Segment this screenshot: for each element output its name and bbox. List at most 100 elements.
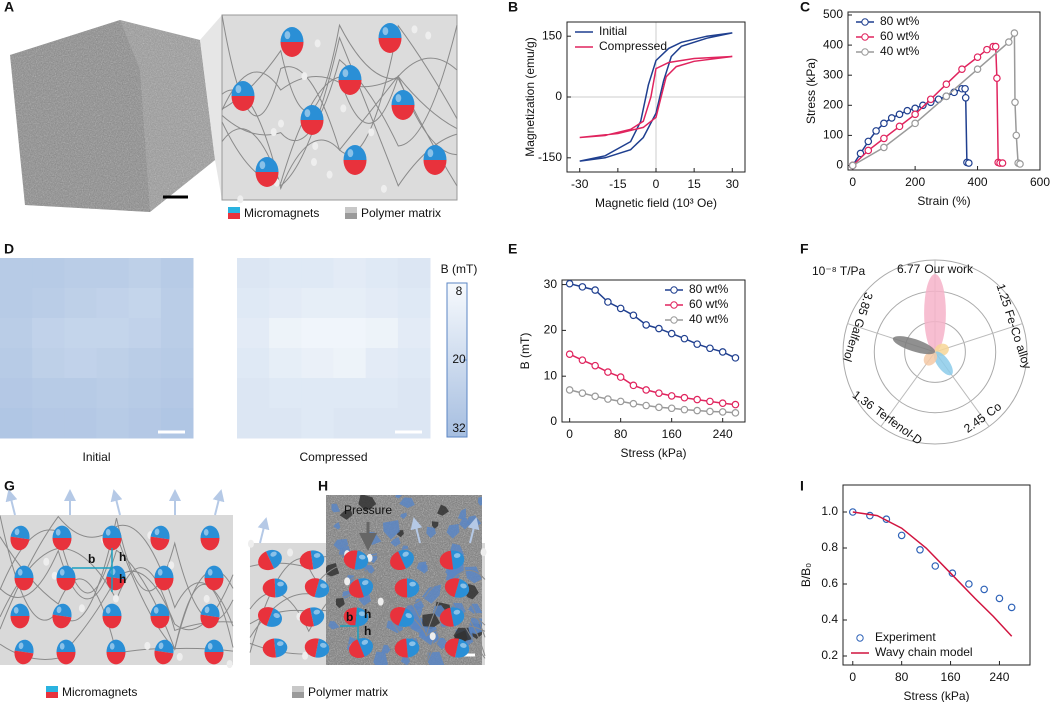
legend-label: Micromagnets [62, 685, 137, 699]
y-tick-label: 100 [823, 128, 843, 142]
data-point [880, 134, 888, 143]
magnet-south [439, 607, 454, 627]
magnet-north [10, 525, 30, 540]
magnet-shine [460, 583, 467, 589]
data-point [604, 368, 612, 376]
legend-label: 60 wt% [880, 29, 920, 43]
magnet-shine [13, 606, 19, 614]
data-point [706, 397, 714, 406]
micromagnet [390, 607, 414, 627]
magnet-north [52, 603, 72, 618]
heatmap-cell [96, 408, 130, 439]
micromagnet [258, 549, 282, 571]
magnet-south [304, 638, 319, 658]
particle [445, 565, 462, 582]
field-arrow [410, 517, 423, 544]
magnet-shine [362, 580, 369, 586]
magnet-north [274, 638, 288, 658]
plot-frame [847, 11, 1041, 171]
micromagnet [439, 607, 465, 627]
legend-label: Micromagnets [244, 206, 319, 220]
polar-petal [923, 351, 938, 366]
magnet-south [390, 607, 406, 626]
data-point [983, 45, 991, 54]
particle [328, 621, 340, 630]
data-point [642, 386, 650, 394]
magnet-south [390, 551, 406, 570]
magnet-shine [273, 612, 280, 619]
magnet-south [150, 616, 170, 629]
polar-value: 2.45 [961, 411, 988, 436]
magnet-south [200, 538, 220, 551]
magnet-north [266, 608, 282, 627]
micromagnet [102, 525, 122, 551]
data-point [655, 403, 663, 412]
magnet-north [391, 90, 415, 105]
spacing-label: h [364, 624, 371, 638]
data-point [591, 286, 599, 294]
crosslink [51, 571, 58, 580]
magnet-south [378, 38, 402, 53]
y-tick-label: 0 [550, 414, 557, 428]
data-point [895, 122, 904, 131]
micromagnet [300, 105, 324, 135]
magnet-north [154, 639, 174, 654]
micromagnet [280, 27, 304, 57]
polar-value: 1.25 [993, 282, 1014, 309]
legend-swatch [345, 207, 357, 213]
micromagnet [255, 157, 279, 187]
heatmap-cell [32, 288, 65, 319]
magnet-north [200, 525, 220, 538]
polar-category: Fe-Co alloy [1002, 308, 1034, 371]
data-point [872, 127, 880, 135]
panel-label: E [508, 241, 517, 257]
crosslink [203, 594, 210, 603]
particle [465, 583, 479, 600]
data-point [578, 389, 587, 397]
x-tick-label: 200 [905, 175, 925, 189]
micromagnet [14, 639, 34, 665]
magnet-north [357, 638, 373, 657]
data-point [718, 399, 727, 408]
heatmap-cell [397, 318, 431, 349]
y-tick-label: 0.8 [821, 540, 838, 554]
heatmap-cell [128, 318, 162, 349]
y-tick-label: 150 [542, 28, 562, 42]
data-point [864, 146, 873, 155]
data-point [591, 361, 599, 370]
panel-label: F [800, 241, 809, 257]
data-point [897, 531, 906, 540]
crosslink [247, 539, 254, 548]
magnet-south [102, 538, 122, 551]
polymer-chain [221, 36, 458, 187]
magnet-south [52, 614, 72, 629]
data-point [731, 409, 740, 417]
magnet-shine [402, 551, 409, 557]
crosslink [314, 39, 321, 48]
magnet-south [258, 607, 274, 626]
magnet-north [265, 549, 282, 569]
polymer-chain [221, 71, 458, 130]
micromagnet [439, 550, 465, 570]
magnet-south [394, 578, 408, 598]
heatmap-cell [128, 408, 162, 439]
magnet-north [154, 565, 174, 578]
data-point [642, 401, 650, 410]
data-point [706, 407, 714, 416]
magnet-south [258, 551, 275, 571]
crosslink [312, 142, 319, 151]
magnet-south [204, 578, 224, 591]
magnet-north [280, 27, 304, 42]
data-point [1004, 38, 1013, 46]
x-tick-label: 600 [1030, 175, 1050, 189]
heatmap-cell [64, 258, 97, 289]
data-point [1011, 98, 1019, 107]
legend-marker [856, 634, 864, 642]
magnet-south [299, 550, 314, 570]
data-point [718, 408, 727, 416]
data-point [856, 149, 865, 158]
heatmap-cell [160, 378, 194, 409]
legend-label: Polymer matrix [361, 206, 441, 220]
data-point [667, 392, 676, 400]
colorbar-tick-label: 20 [452, 352, 466, 366]
